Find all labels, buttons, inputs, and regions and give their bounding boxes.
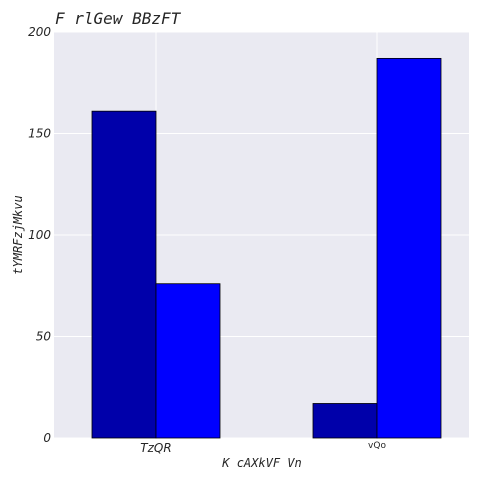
- y-tick-label: 0: [43, 431, 51, 445]
- bar-vQo-series-2: [377, 58, 441, 438]
- y-axis-label: tYMRFzjMkvu: [11, 195, 25, 274]
- x-tick-labels: TzQR vQo: [140, 441, 386, 455]
- bar-vQo-series-1: [313, 403, 377, 438]
- y-tick-label: 100: [28, 228, 51, 242]
- x-tick-label: vQo: [368, 441, 386, 451]
- bar-TzQR-series-1: [92, 111, 156, 438]
- y-tick-label: 200: [28, 25, 51, 39]
- y-tick-label: 50: [36, 330, 52, 344]
- x-axis-label: K cAXkVF Vn: [221, 456, 301, 470]
- y-tick-labels: 0 50 100 150 200: [28, 25, 51, 445]
- bar-TzQR-series-2: [156, 284, 220, 438]
- x-tick-label: TzQR: [140, 441, 171, 455]
- chart-title: F rlGew BBzFT: [55, 9, 182, 28]
- y-tick-label: 150: [28, 127, 51, 141]
